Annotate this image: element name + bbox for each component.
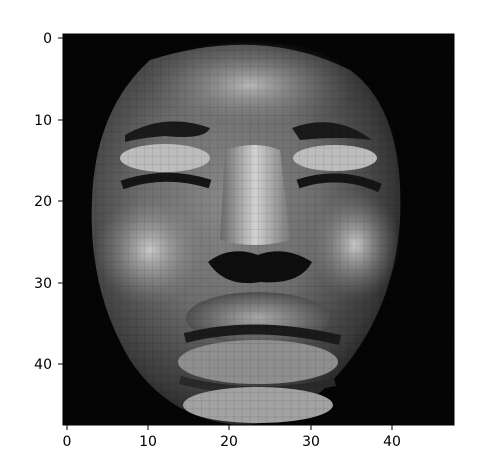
left-cheek xyxy=(95,195,205,305)
right-cheek xyxy=(310,190,400,300)
x-axis: 0 10 20 30 40 xyxy=(63,425,401,450)
nose-base xyxy=(208,251,312,284)
x-tick-label: 20 xyxy=(220,434,238,450)
nose-bridge xyxy=(220,145,290,245)
image-area xyxy=(63,34,454,425)
x-tick-label: 0 xyxy=(63,434,72,450)
left-eyelid xyxy=(120,144,210,172)
y-tick-label: 40 xyxy=(34,357,52,373)
left-brow xyxy=(125,121,210,142)
pixel-grid-overlay xyxy=(63,34,454,425)
x-tick-label: 30 xyxy=(302,434,320,450)
y-tick-label: 20 xyxy=(34,194,52,210)
right-brow xyxy=(292,122,372,140)
left-eye-line xyxy=(120,172,212,190)
mouth-line xyxy=(183,324,342,345)
y-axis: 0 10 20 30 40 xyxy=(34,31,63,373)
y-tick-label: 30 xyxy=(34,276,52,292)
x-tick-label: 40 xyxy=(383,434,401,450)
right-eye-line xyxy=(296,173,382,193)
x-tick-label: 10 xyxy=(139,434,157,450)
y-tick-label: 0 xyxy=(43,31,52,47)
forehead-highlight xyxy=(145,40,355,130)
y-tick-label: 10 xyxy=(34,113,52,129)
axes-frame xyxy=(62,33,455,426)
chin xyxy=(183,387,333,423)
lower-lip xyxy=(178,340,338,384)
right-eyelid xyxy=(293,145,377,171)
